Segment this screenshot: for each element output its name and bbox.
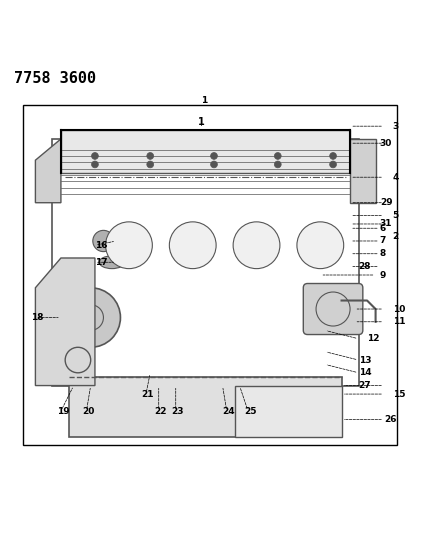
- Text: 30: 30: [380, 139, 392, 148]
- Text: 26: 26: [384, 415, 397, 424]
- Ellipse shape: [99, 256, 125, 269]
- Text: 29: 29: [380, 198, 392, 207]
- Text: 7: 7: [380, 237, 386, 246]
- Circle shape: [211, 161, 217, 168]
- Text: 23: 23: [172, 407, 184, 416]
- Circle shape: [211, 152, 217, 159]
- Text: 1: 1: [201, 96, 208, 105]
- Text: 21: 21: [142, 390, 154, 399]
- Circle shape: [330, 152, 336, 159]
- Text: 6: 6: [380, 224, 386, 233]
- Circle shape: [106, 222, 152, 269]
- FancyBboxPatch shape: [61, 131, 350, 173]
- FancyBboxPatch shape: [303, 284, 363, 335]
- Circle shape: [297, 222, 344, 269]
- Text: 15: 15: [392, 390, 405, 399]
- Text: 18: 18: [31, 313, 44, 322]
- Text: 11: 11: [392, 317, 405, 326]
- FancyBboxPatch shape: [69, 377, 342, 437]
- Circle shape: [274, 152, 281, 159]
- Text: 2: 2: [392, 232, 399, 241]
- Circle shape: [147, 161, 154, 168]
- Text: 28: 28: [359, 262, 371, 271]
- Text: 19: 19: [56, 407, 69, 416]
- Circle shape: [330, 161, 336, 168]
- Circle shape: [147, 152, 154, 159]
- Polygon shape: [350, 139, 376, 203]
- Text: 27: 27: [359, 381, 371, 390]
- Circle shape: [93, 230, 114, 252]
- Bar: [23, 105, 397, 445]
- Text: 14: 14: [359, 368, 371, 377]
- Text: 5: 5: [392, 211, 399, 220]
- Polygon shape: [36, 139, 61, 203]
- Text: 4: 4: [392, 173, 399, 182]
- Text: 8: 8: [380, 249, 386, 259]
- Text: 20: 20: [82, 407, 95, 416]
- FancyBboxPatch shape: [235, 385, 342, 437]
- Text: 13: 13: [359, 356, 371, 365]
- Text: 10: 10: [392, 304, 405, 313]
- Text: 22: 22: [155, 407, 167, 416]
- Text: 3: 3: [392, 122, 399, 131]
- Circle shape: [92, 161, 98, 168]
- Circle shape: [233, 222, 280, 269]
- Polygon shape: [36, 258, 95, 385]
- Text: 9: 9: [380, 271, 386, 279]
- Text: 17: 17: [95, 258, 107, 266]
- Circle shape: [61, 288, 120, 348]
- Circle shape: [274, 161, 281, 168]
- Circle shape: [92, 152, 98, 159]
- Circle shape: [169, 222, 216, 269]
- Text: 1: 1: [198, 117, 205, 127]
- Text: 16: 16: [95, 241, 107, 250]
- Text: 12: 12: [367, 334, 380, 343]
- Text: 31: 31: [380, 220, 392, 229]
- Text: 25: 25: [244, 407, 256, 416]
- Text: 24: 24: [223, 407, 235, 416]
- Text: 7758 3600: 7758 3600: [14, 71, 96, 86]
